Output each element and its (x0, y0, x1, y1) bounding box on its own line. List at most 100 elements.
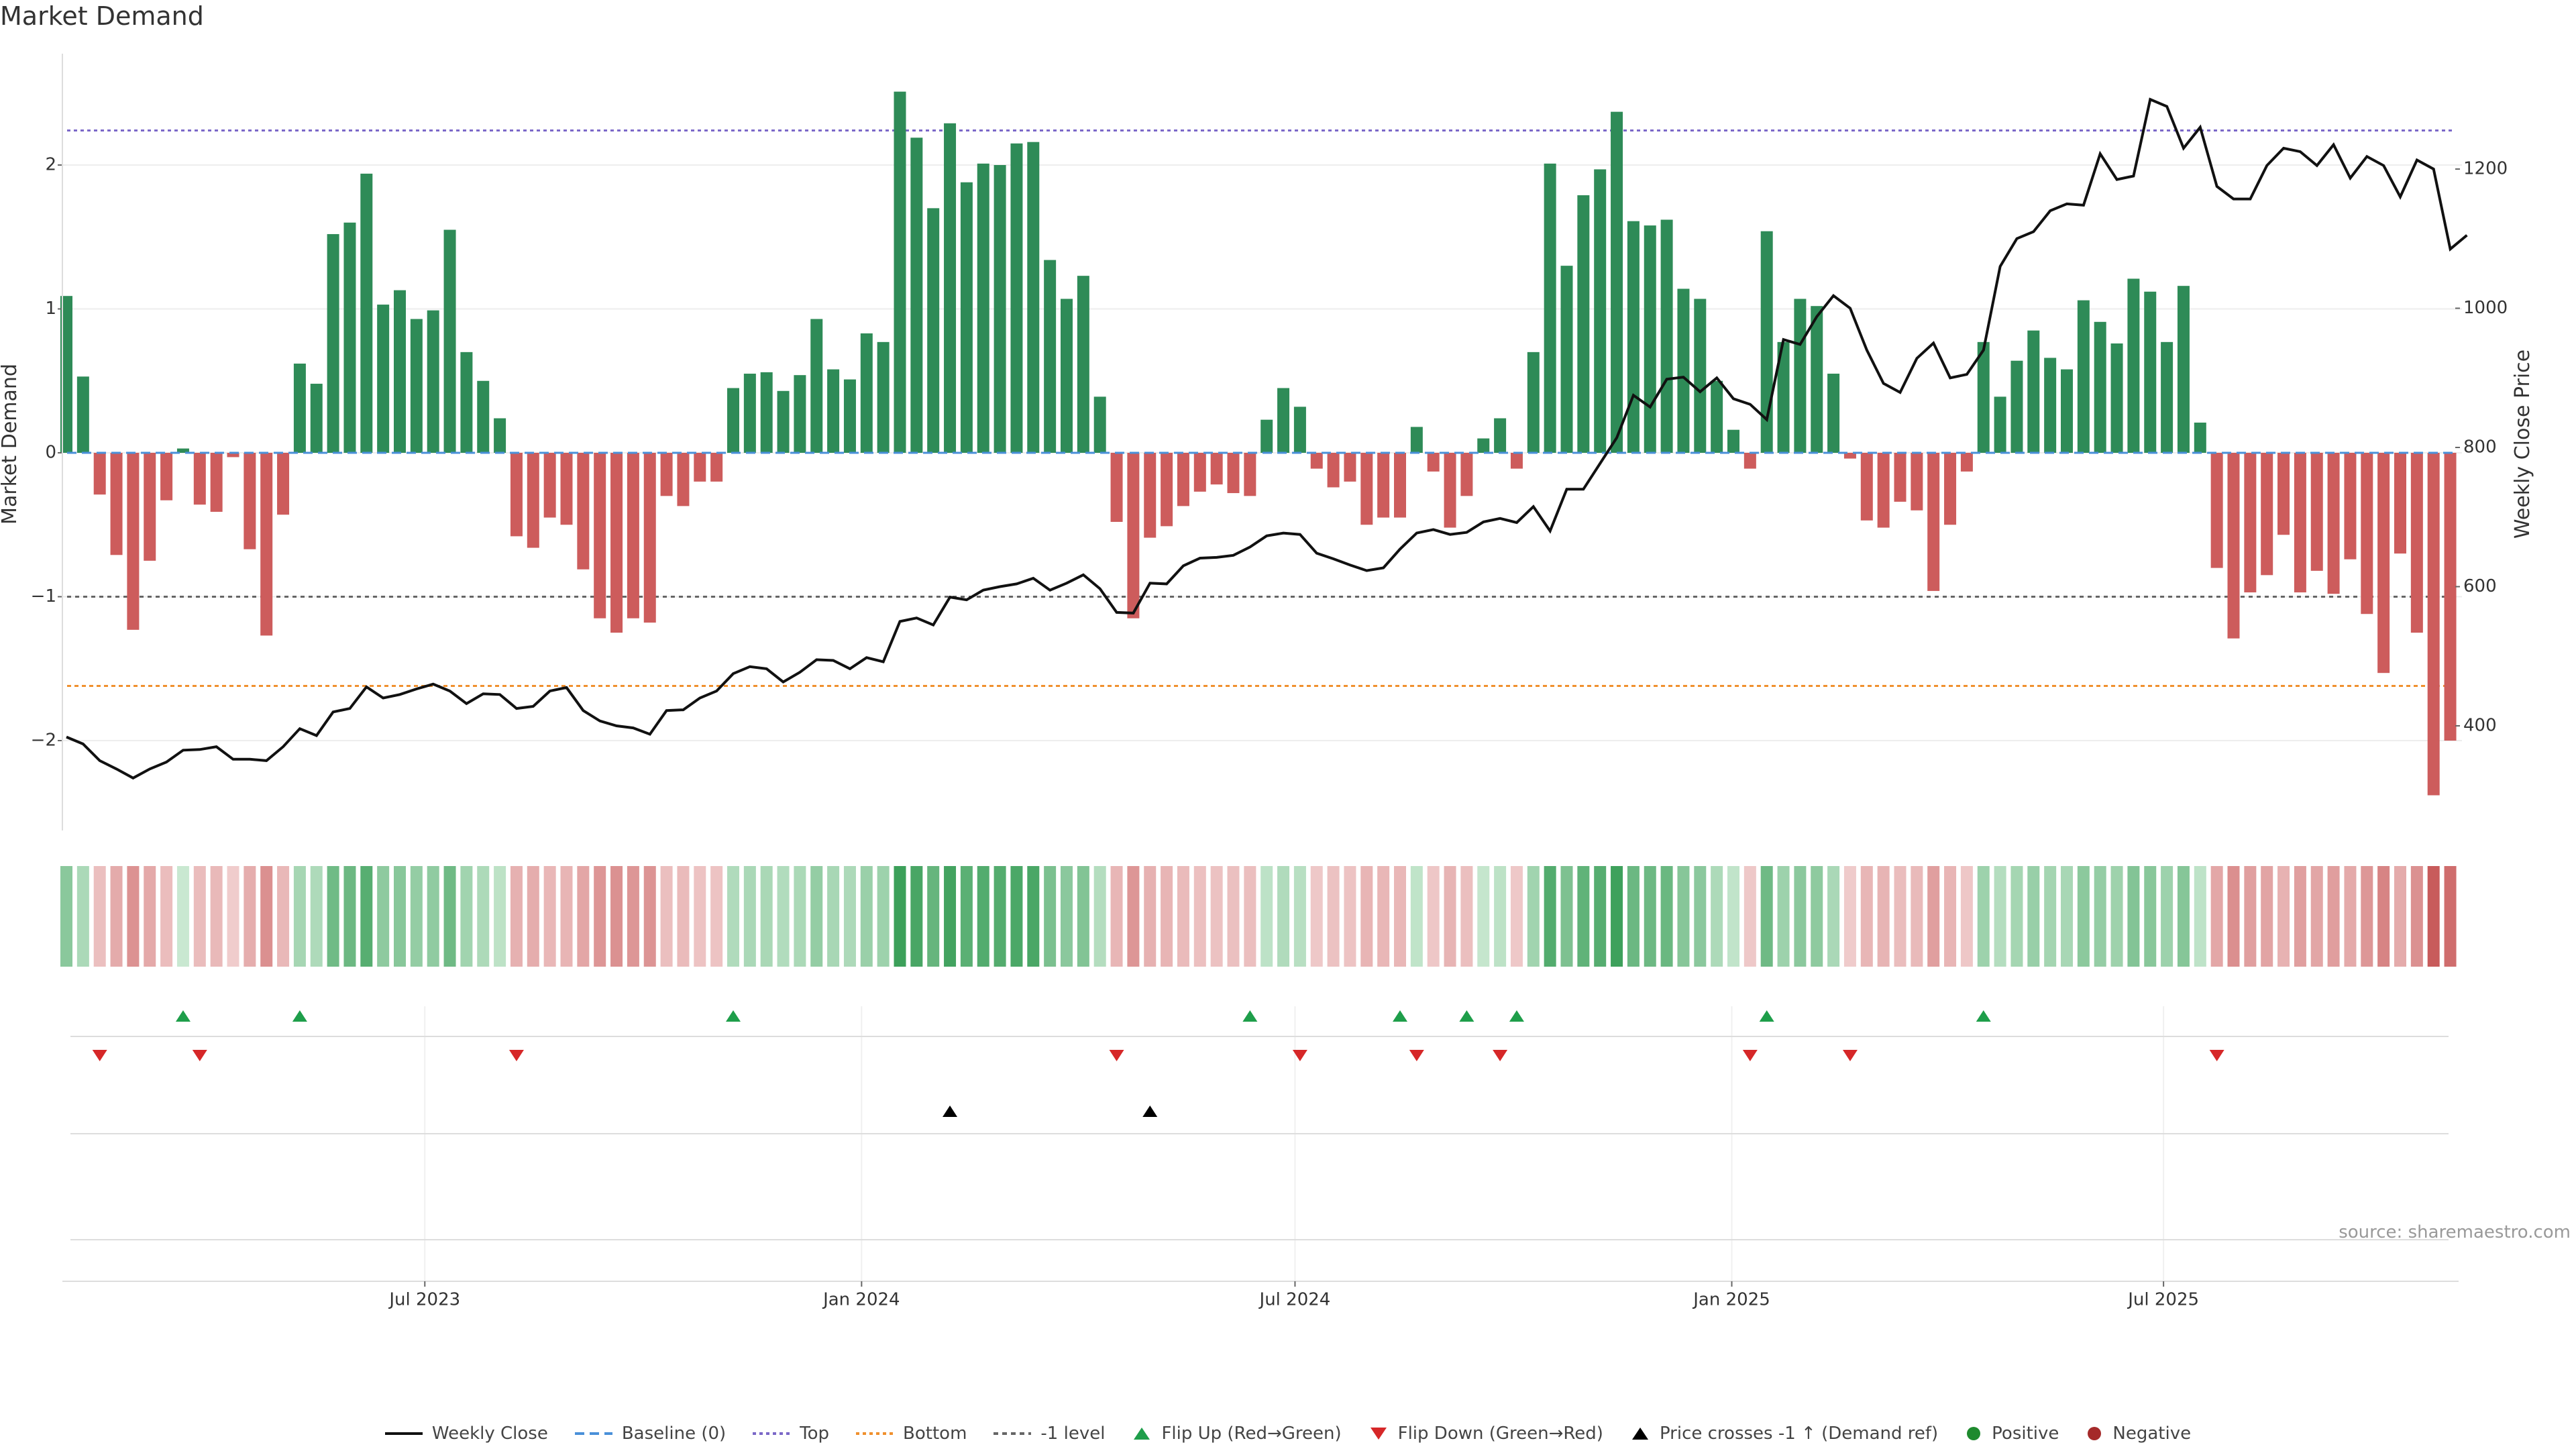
demand-bar (1093, 396, 1106, 453)
flip-up-marker (1509, 1010, 1524, 1022)
demand-bar (1244, 453, 1256, 496)
strip-cell (1660, 866, 1673, 967)
y2-tick-label: 800 (2463, 437, 2497, 458)
strip-cell (810, 866, 823, 967)
demand-bar (1344, 453, 1356, 482)
strip-cell (1994, 866, 2006, 967)
demand-bar (594, 453, 606, 619)
demand-bar (1044, 260, 1057, 453)
y-tick-label: 1 (45, 299, 56, 319)
strip-cell (610, 866, 623, 967)
demand-bar (277, 453, 290, 515)
strip-cell (1860, 866, 1873, 967)
demand-bar (794, 375, 806, 453)
demand-bar (110, 453, 123, 555)
demand-bar (760, 372, 773, 453)
demand-bar (1977, 341, 1990, 453)
demand-bar (1277, 388, 1290, 453)
strip-cell (1644, 866, 1656, 967)
strip-cell (843, 866, 856, 967)
demand-bar (360, 173, 373, 453)
strip-cell (1444, 866, 1456, 967)
demand-bar (643, 453, 656, 623)
legend-label: Flip Up (Red→Green) (1161, 1424, 1342, 1444)
y2-tick-label: 1200 (2463, 159, 2508, 179)
strip-cell (2410, 866, 2423, 967)
strip-cell (1677, 866, 1690, 967)
legend-label: Bottom (903, 1424, 967, 1444)
demand-bar (694, 453, 706, 482)
strip-cell (944, 866, 957, 967)
demand-bar (2327, 453, 2340, 594)
demand-bar (2310, 453, 2323, 571)
strip-cell (2277, 866, 2290, 967)
demand-bar (176, 448, 189, 453)
y-tick-label: 2 (45, 155, 56, 175)
strip-cell (1027, 866, 1040, 967)
demand-bar (310, 384, 323, 453)
demand-bar (2010, 360, 2023, 453)
demand-bar (1560, 266, 1573, 453)
flip-up-marker (1393, 1010, 1407, 1022)
strip-cell (2261, 866, 2273, 967)
demand-bar (394, 290, 406, 453)
strip-cell (660, 866, 673, 967)
strip-cell (1894, 866, 1907, 967)
strip-cell (1077, 866, 1089, 967)
strip-cell (760, 866, 773, 967)
demand-bar (260, 453, 273, 636)
strip-cell (477, 866, 490, 967)
demand-bar (1527, 352, 1540, 453)
source-note: source: sharemaestro.com (2339, 1222, 2571, 1242)
flip-down-marker (1493, 1050, 1508, 1061)
strip-cell (543, 866, 556, 967)
demand-bar (193, 453, 206, 505)
demand-bar (527, 453, 539, 548)
flip-down-marker (2209, 1050, 2224, 1061)
strip-cell (2294, 866, 2306, 967)
demand-bar (1394, 453, 1406, 518)
demand-bar (727, 388, 739, 453)
demand-bar (1794, 299, 1807, 453)
y-tick-label: −2 (31, 731, 56, 751)
demand-heat-strip (60, 866, 2457, 967)
demand-bar (1161, 453, 1173, 527)
strip-cell (1960, 866, 1973, 967)
strip-cell (2210, 866, 2223, 967)
flip-down-marker (92, 1050, 107, 1061)
demand-bar (1927, 453, 1940, 591)
demand-bar (977, 163, 989, 453)
y-tick-label: −1 (31, 586, 56, 606)
demand-bar (2094, 321, 2106, 453)
demand-bar (327, 233, 339, 453)
flip-up-marker (1759, 1010, 1774, 1022)
strip-cell (1410, 866, 1423, 967)
strip-cell (244, 866, 256, 967)
strip-cell (2027, 866, 2040, 967)
flip-down-marker (192, 1050, 207, 1061)
demand-bar (894, 91, 906, 453)
flip-down-marker (508, 1050, 524, 1061)
demand-bar (1727, 429, 1739, 453)
reference-lines (67, 129, 2455, 687)
strip-cell (110, 866, 123, 967)
strip-cell (1310, 866, 1323, 967)
price-cross-marker (1142, 1106, 1158, 1117)
strip-cell (410, 866, 423, 967)
triangle-up-icon (1134, 1428, 1150, 1440)
legend-label: Negative (2112, 1424, 2192, 1444)
strip-cell (1911, 866, 1923, 967)
demand-bar (1777, 341, 1790, 453)
demand-bar (127, 453, 140, 630)
strip-cell (1277, 866, 1290, 967)
demand-bar (1377, 453, 1390, 518)
demand-bar (377, 305, 390, 453)
demand-bar (1944, 453, 1957, 525)
price-cross-marker (943, 1106, 958, 1117)
strip-cell (2377, 866, 2390, 967)
flip-up-marker (726, 1010, 741, 1022)
demand-bar (577, 453, 590, 570)
strip-cell (2361, 866, 2373, 967)
demand-bar (343, 222, 356, 453)
flip-up-marker (175, 1010, 191, 1022)
